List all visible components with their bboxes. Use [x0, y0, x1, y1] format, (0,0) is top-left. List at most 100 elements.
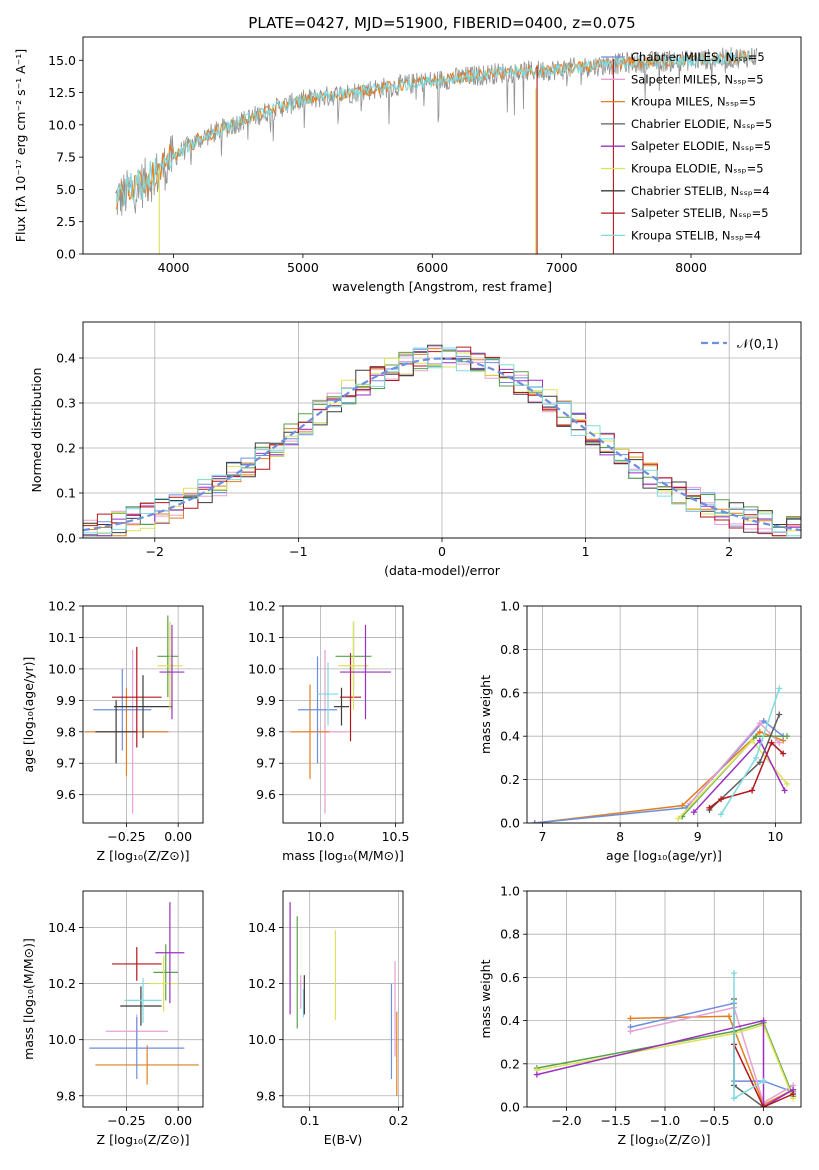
errorbar-point: [334, 687, 349, 726]
y-tick-label: 10.0: [48, 117, 76, 132]
x-tick-label: 0.0: [754, 1113, 774, 1128]
y-tick-label: 10.1: [248, 630, 276, 645]
legend-entry: Chabrier ELODIE, Nₛₛₚ=5: [631, 117, 772, 131]
model-spectrum: [116, 50, 750, 206]
y-tick-label: 0.3: [56, 396, 76, 411]
x-axis-label: mass [log₁₀(M/M⊙)]: [282, 848, 404, 863]
errorbar-point: [93, 668, 152, 751]
y-tick-label: 10.2: [248, 599, 276, 614]
legend-entry: 𝒩(0,1): [737, 336, 779, 351]
legend-entry: Salpeter STELIB, Nₛₛₚ=5: [631, 206, 769, 220]
y-tick-label: 9.6: [256, 787, 276, 802]
x-tick-label: 7000: [546, 260, 578, 275]
y-tick-label: 0.0: [500, 816, 520, 831]
x-axis-label: age [log₁₀(age/yr)]: [606, 848, 722, 863]
x-tick-label: 0.00: [164, 1113, 192, 1128]
y-tick-label: 0.0: [56, 247, 76, 262]
y-tick-label: 9.9: [256, 693, 276, 708]
grid: [83, 891, 203, 1107]
x-axis-label: Z [log₁₀(Z/Z⊙)]: [97, 848, 190, 863]
legend-entry: Kroupa MILES, Nₛₛₚ=5: [631, 95, 756, 109]
y-tick-label: 9.7: [56, 756, 76, 771]
y-tick-label: 9.8: [256, 1088, 276, 1103]
weight-line: [630, 1006, 794, 1104]
y-tick-label: 1.0: [500, 599, 520, 614]
y-tick-label: 10.0: [48, 1032, 76, 1047]
y-tick-label: 9.9: [56, 693, 76, 708]
legend-entry: Chabrier STELIB, Nₛₛₚ=4: [631, 184, 770, 198]
x-tick-label: −0.25: [107, 829, 145, 844]
errorbar-point: [124, 977, 162, 1023]
y-tick-label: 10.0: [248, 661, 276, 676]
x-axis-label: Z [log₁₀(Z/Z⊙)]: [618, 1132, 711, 1147]
errorbar-point: [114, 675, 172, 739]
x-tick-label: 5000: [287, 260, 319, 275]
x-tick-label: 0.2: [389, 1113, 409, 1128]
panel-age-vs-Z: −0.25 0.00 9.6 9.7 9.8 9.9 10.0 10.1 10.2 Z [log₁…: [21, 599, 204, 863]
x-tick-label: 10.5: [382, 829, 410, 844]
legend-entry: Chabrier MILES, Nₛₛₚ=5: [631, 50, 765, 64]
errorbar-point: [95, 700, 137, 764]
x-tick-label: 8: [616, 829, 624, 844]
y-tick-label: 9.7: [256, 756, 276, 771]
errorbar-point: [120, 986, 162, 1026]
y-tick-label: 0.8: [500, 927, 520, 942]
x-tick-label: −1.5: [601, 1113, 631, 1128]
axes-frame: [526, 890, 802, 1108]
y-tick-label: 0.0: [500, 1100, 520, 1115]
weight-series: [706, 739, 787, 811]
panel-spectrum: 4000 5000 6000 7000 8000 0.0 2.5 5.0 7.5 10.0 12.5…: [13, 36, 802, 294]
x-tick-label: 7: [539, 829, 547, 844]
errorbar-point: [157, 621, 183, 710]
legend-entry: Kroupa ELODIE, Nₛₛₚ=5: [631, 162, 764, 176]
weight-series: [718, 685, 783, 818]
x-axis-label: (data-model)/error: [384, 563, 501, 578]
plot-area: [531, 685, 791, 823]
panel-residuals: −2 −1 0 1 2 0.0 0.1 0.2 0.3 0.4 (data-model)/error…: [29, 321, 802, 578]
errorbar-point: [290, 684, 330, 779]
plot-area: [289, 902, 398, 1096]
y-axis-label: mass [log₁₀(M/M⊙)]: [21, 938, 36, 1060]
legend-entry: Kroupa STELIB, Nₛₛₚ=4: [631, 228, 761, 242]
y-axis-label: mass weight: [478, 675, 493, 754]
y-tick-label: 10.4: [248, 920, 276, 935]
y-tick-label: 0.6: [500, 685, 520, 700]
panel-mass-vs-Z: −0.25 0.00 9.8 10.0 10.2 10.4 Z [log₁₀(Z/Z⊙)] m…: [21, 890, 204, 1147]
x-tick-label: 10: [767, 829, 783, 844]
errorbar-point: [153, 944, 179, 1001]
weight-line: [536, 1021, 794, 1097]
y-tick-label: 0.2: [500, 1056, 520, 1071]
errorbar-point: [298, 656, 337, 764]
x-axis-label: wavelength [Angstrom, rest frame]: [332, 279, 552, 294]
plot-area: [290, 621, 391, 814]
y-tick-label: 1.0: [500, 884, 520, 899]
y-tick-label: 10.2: [48, 599, 76, 614]
weight-series: [679, 733, 791, 820]
y-tick-label: 9.8: [56, 1088, 76, 1103]
y-tick-label: 9.6: [56, 787, 76, 802]
y-tick-label: 0.2: [56, 441, 76, 456]
weight-line: [733, 1044, 794, 1107]
errorbar-point: [155, 902, 185, 1004]
x-tick-label: −2: [146, 544, 164, 559]
x-axis-label: Z [log₁₀(Z/Z⊙)]: [97, 1132, 190, 1147]
axes-frame: [82, 890, 204, 1108]
y-tick-label: 0.6: [500, 970, 520, 985]
x-tick-label: 0.1: [300, 1113, 320, 1128]
y-tick-label: 15.0: [48, 53, 76, 68]
axes-frame: [82, 605, 204, 824]
errorbar-point: [340, 653, 361, 742]
y-tick-label: 10.2: [48, 976, 76, 991]
panel-massweight-vs-Z: −2.0 −1.5 −1.0 −0.5 0.0 0.0 0.2 0.4 0.6 0.8 1.0 Z […: [478, 884, 802, 1147]
y-tick-label: 0.2: [500, 772, 520, 787]
x-tick-label: 0: [438, 544, 446, 559]
x-tick-label: −0.5: [699, 1113, 729, 1128]
errorbar-point: [149, 955, 179, 1012]
plot-area: [83, 344, 801, 537]
x-tick-label: 10.0: [307, 829, 335, 844]
y-tick-label: 0.4: [56, 351, 76, 366]
weight-line: [536, 1019, 794, 1107]
y-tick-label: 9.8: [256, 724, 276, 739]
x-tick-label: −2.0: [551, 1113, 581, 1128]
errorbar-point: [111, 947, 162, 981]
